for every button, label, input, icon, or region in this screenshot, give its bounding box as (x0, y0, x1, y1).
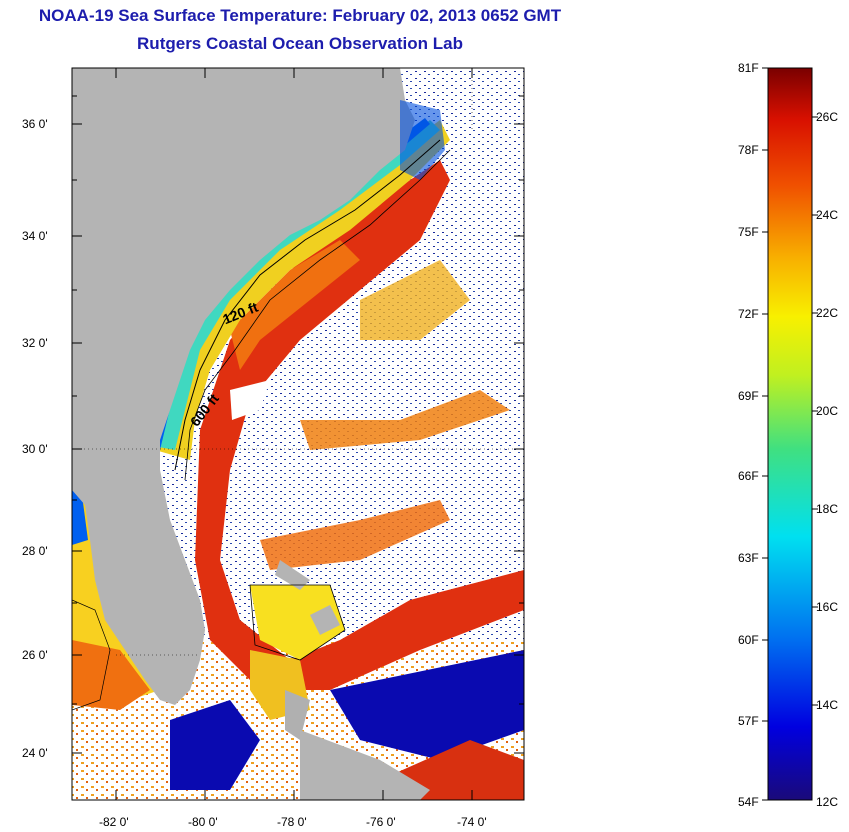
map-title: NOAA-19 Sea Surface Temperature: Februar… (38, 6, 562, 25)
colorbar-label-c: 12C (816, 795, 839, 809)
colorbar-label-c: 26C (816, 110, 839, 124)
graticule (72, 68, 524, 656)
colorbar-ticks (762, 67, 818, 801)
lat-label: 28 0' (22, 544, 48, 558)
land-mass (72, 68, 415, 705)
lat-label: 24 0' (22, 746, 48, 760)
colorbar-label-c: 24C (816, 208, 839, 222)
lon-label: -78 0' (277, 815, 307, 829)
colorbar-label-f: 78F (738, 143, 759, 157)
colorbar-label-c: 20C (816, 404, 839, 418)
map-subtitle: Rutgers Coastal Ocean Observation Lab (137, 34, 463, 53)
colorbar-label-f: 57F (738, 714, 759, 728)
colorbar-label-f: 75F (738, 225, 759, 239)
colorbar-label-f: 60F (738, 633, 759, 647)
colorbar-label-f: 69F (738, 389, 759, 403)
colorbar-label-f: 72F (738, 307, 759, 321)
colorbar-label-c: 18C (816, 502, 839, 516)
colorbar-label-f: 63F (738, 551, 759, 565)
sst-field (72, 68, 524, 800)
colorbar-label-f: 81F (738, 61, 759, 75)
longitude-ticks (115, 68, 473, 800)
colorbar-label-c: 16C (816, 600, 839, 614)
lon-label: -82 0' (99, 815, 129, 829)
lat-label: 30 0' (22, 442, 48, 456)
lat-label: 26 0' (22, 648, 48, 662)
lat-label: 36 0' (22, 117, 48, 131)
lon-label: -74 0' (457, 815, 487, 829)
colorbar-label-f: 54F (738, 795, 759, 809)
lat-label: 34 0' (22, 229, 48, 243)
map-frame (71, 67, 525, 801)
lon-label: -76 0' (366, 815, 396, 829)
colorbar-label-f: 66F (738, 469, 759, 483)
lon-label: -80 0' (188, 815, 218, 829)
latitude-ticks (72, 95, 524, 754)
colorbar-label-c: 22C (816, 306, 839, 320)
colorbar-label-c: 14C (816, 698, 839, 712)
lat-label: 32 0' (22, 336, 48, 350)
colorbar (767, 67, 813, 801)
